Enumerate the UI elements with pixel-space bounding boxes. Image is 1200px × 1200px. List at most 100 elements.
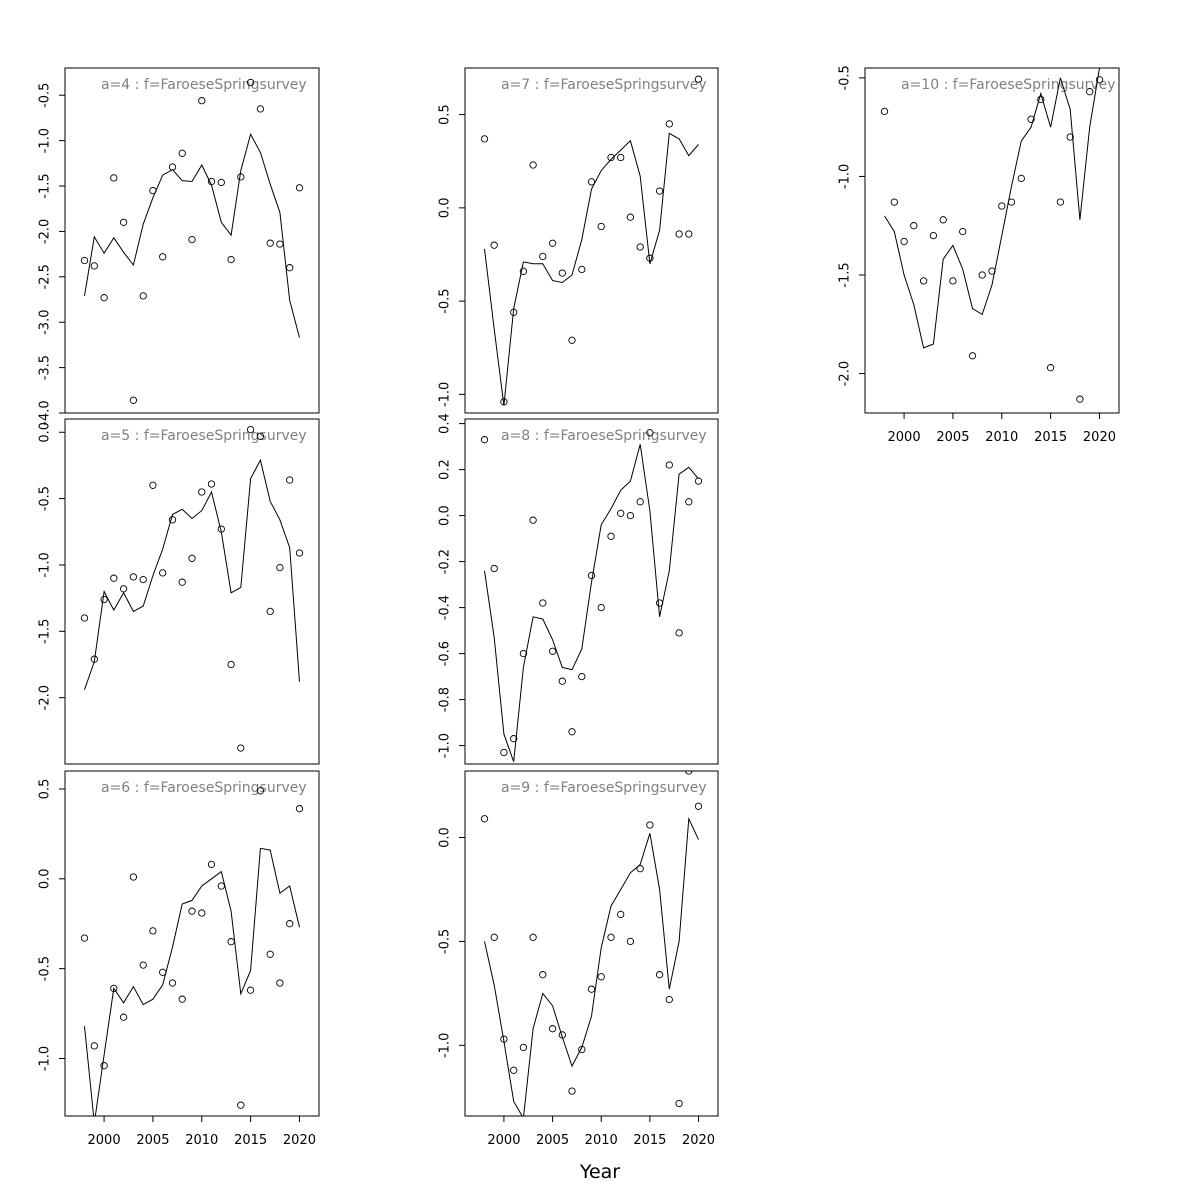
observed-point bbox=[217, 525, 225, 533]
y-tick-label: -1.5 bbox=[38, 619, 53, 644]
fitted-series-line bbox=[84, 458, 300, 690]
observed-point bbox=[295, 805, 304, 813]
y-tick-label: -1.0 bbox=[438, 733, 453, 758]
observed-point bbox=[159, 968, 167, 976]
observed-point bbox=[198, 97, 206, 105]
y-tick-label: -1.0 bbox=[38, 552, 53, 577]
panel-title: a=4 : f=FaroeseSpringsurvey bbox=[101, 77, 307, 93]
observed-point bbox=[227, 938, 235, 946]
x-tick-label: 2015 bbox=[1034, 430, 1067, 445]
y-tick-label: -2.0 bbox=[838, 361, 853, 386]
x-tick-label: 2005 bbox=[936, 430, 969, 445]
x-tick-label: 2005 bbox=[136, 1133, 169, 1148]
observed-point bbox=[276, 240, 284, 248]
observed-point bbox=[90, 1042, 98, 1050]
observed-point bbox=[286, 476, 294, 484]
y-tick-label: 0.0 bbox=[438, 827, 453, 848]
observed-point bbox=[256, 787, 265, 795]
observed-point bbox=[675, 629, 683, 637]
y-tick-label: -0.5 bbox=[438, 288, 453, 313]
observed-point bbox=[568, 1087, 576, 1095]
observed-point bbox=[919, 277, 928, 285]
observed-point bbox=[519, 1043, 528, 1052]
panels-group: a=4 : f=FaroeseSpringsurvey -4.0 -3.5 -3.0 -… bbox=[38, 65, 1120, 1148]
x-axis-label: Year bbox=[579, 1161, 620, 1183]
observed-point bbox=[90, 262, 98, 270]
y-tick-label: 0.0 bbox=[38, 868, 53, 889]
observed-point bbox=[1066, 133, 1074, 141]
observed-point bbox=[636, 243, 644, 251]
panel-2: a=5 : f=FaroeseSpringsurvey -2.0 -1.5 -1.0 -… bbox=[38, 418, 320, 765]
observed-point bbox=[168, 979, 177, 987]
y-tick-label: -0.5 bbox=[438, 929, 453, 954]
observed-point bbox=[578, 672, 586, 681]
observed-point bbox=[558, 269, 566, 277]
observed-point bbox=[959, 227, 967, 236]
observed-point bbox=[490, 933, 498, 941]
panel-4: a=7 : f=FaroeseSpringsurvey -1.0 -0.5 0.0 0.… bbox=[438, 67, 719, 414]
observed-point bbox=[110, 574, 118, 582]
observed-point bbox=[100, 294, 108, 302]
observed-point bbox=[548, 239, 557, 247]
observed-point bbox=[675, 230, 683, 238]
observed-point bbox=[510, 1066, 518, 1074]
observed-point bbox=[295, 549, 304, 557]
y-tick-label: -2.0 bbox=[38, 685, 53, 710]
observed-point bbox=[198, 488, 206, 496]
observed-point bbox=[90, 655, 98, 663]
y-tick-label: -0.2 bbox=[438, 549, 453, 574]
fitted-series-line bbox=[484, 444, 699, 762]
observed-point bbox=[227, 255, 235, 264]
observed-point bbox=[655, 187, 664, 195]
observed-point bbox=[900, 237, 908, 246]
observed-point bbox=[636, 498, 644, 506]
observed-point bbox=[168, 516, 177, 524]
observed-point bbox=[139, 961, 147, 969]
observed-point bbox=[119, 585, 128, 593]
x-tick-label: 2015 bbox=[234, 1133, 267, 1148]
observed-point bbox=[480, 436, 489, 444]
observed-point bbox=[1037, 95, 1045, 104]
observed-point bbox=[129, 573, 138, 581]
observed-point bbox=[1027, 115, 1035, 123]
observed-point bbox=[149, 186, 157, 195]
observed-point bbox=[548, 1025, 557, 1033]
x-tick-label: 2005 bbox=[536, 1133, 569, 1148]
observed-point bbox=[159, 253, 167, 261]
y-tick-label: -1.0 bbox=[838, 164, 853, 189]
observed-point bbox=[539, 599, 547, 607]
observed-point bbox=[188, 554, 196, 562]
panel-3: a=6 : f=FaroeseSpringsurvey -1.0 -0.5 0.0 0.… bbox=[38, 770, 320, 1148]
observed-point bbox=[675, 1099, 683, 1108]
panel-frame bbox=[64, 418, 320, 765]
observed-point bbox=[890, 198, 898, 206]
fitted-series-line bbox=[884, 68, 1100, 349]
observed-point bbox=[646, 429, 654, 437]
observed-point bbox=[110, 174, 118, 182]
observed-point bbox=[626, 213, 635, 221]
panel-6: a=9 : f=FaroeseSpringsurvey -1.0 -0.5 0.0 20… bbox=[438, 770, 719, 1148]
observed-point bbox=[607, 532, 615, 540]
observed-point bbox=[227, 660, 235, 669]
observed-point bbox=[266, 239, 274, 247]
panel-5: a=8 : f=FaroeseSpringsurvey -1.0 -0.8 -0.6 -… bbox=[438, 413, 719, 765]
observed-point bbox=[939, 216, 947, 224]
observed-point bbox=[1086, 88, 1094, 96]
panel-title: a=10 : f=FaroeseSpringsurvey bbox=[901, 77, 1116, 93]
y-tick-label: 0.4 bbox=[438, 413, 453, 434]
observed-point bbox=[607, 153, 615, 162]
observed-point bbox=[80, 934, 89, 942]
x-tick-label: 2020 bbox=[682, 1133, 715, 1148]
observed-point bbox=[110, 984, 118, 993]
observed-point bbox=[988, 267, 996, 275]
observed-point bbox=[198, 909, 206, 917]
panel-frame bbox=[864, 67, 1120, 414]
observed-point bbox=[188, 907, 196, 915]
observed-point bbox=[578, 1045, 586, 1054]
observed-point bbox=[685, 230, 693, 238]
fitted-series-line bbox=[484, 816, 699, 1116]
y-tick-label: -0.5 bbox=[838, 65, 853, 90]
observed-point bbox=[665, 461, 673, 469]
y-tick-label: -2.5 bbox=[38, 264, 53, 289]
y-tick-label: -0.6 bbox=[438, 641, 453, 666]
